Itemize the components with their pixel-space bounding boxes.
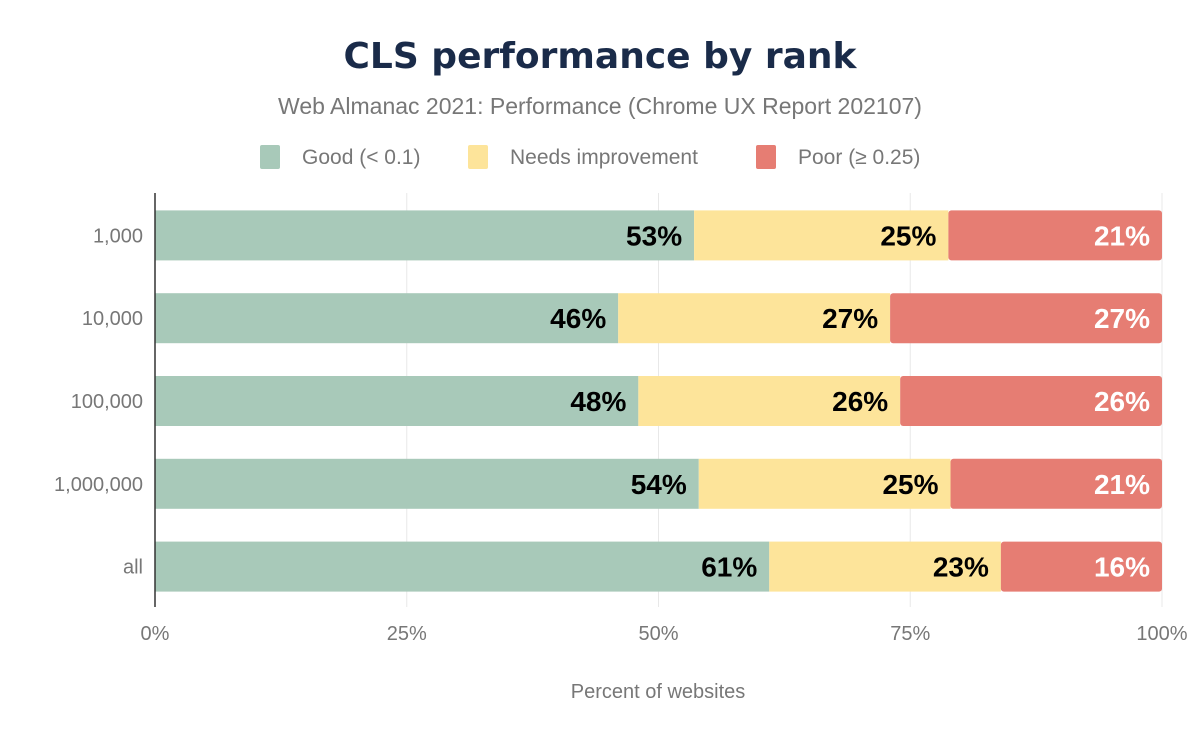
x-tick-label: 50% <box>638 623 678 645</box>
data-label: 25% <box>882 469 938 500</box>
legend-label: Poor (≥ 0.25) <box>798 146 920 169</box>
legend-label: Needs improvement <box>510 146 698 169</box>
data-label: 26% <box>1094 386 1150 417</box>
y-tick-label: all <box>123 557 143 579</box>
data-label: 54% <box>631 469 687 500</box>
chart-title: CLS performance by rank <box>343 36 857 77</box>
data-label: 27% <box>1094 303 1150 334</box>
bars: 53% 25% 21% 46% 27% 27% 48% 26% 26% 54% 25% 21% 61% 2… <box>155 210 1162 592</box>
bar-segment <box>694 210 949 261</box>
x-tick-label: 100% <box>1136 623 1187 645</box>
legend: Good (< 0.1) Needs improvement Poor (≥ 0.2… <box>260 145 920 169</box>
bar-segment <box>155 376 639 426</box>
legend-label: Good (< 0.1) <box>302 146 420 169</box>
x-axis: 0% 25% 50% 75% 100% <box>141 623 1188 645</box>
data-label: 46% <box>550 303 606 334</box>
y-tick-label: 1,000 <box>93 225 143 247</box>
bar-segment <box>900 376 1162 426</box>
bar-segment <box>618 293 891 344</box>
bar-segment <box>155 458 699 509</box>
bar-segment <box>638 376 901 426</box>
data-label: 21% <box>1094 220 1150 251</box>
x-tick-label: 75% <box>890 623 930 645</box>
data-label: 53% <box>626 220 682 251</box>
bar-segment <box>769 541 1001 592</box>
data-label: 27% <box>822 303 878 334</box>
y-tick-label: 10,000 <box>82 308 143 330</box>
bar-segment <box>155 541 770 592</box>
legend-swatch <box>468 145 488 169</box>
bar-segment <box>1000 541 1162 592</box>
data-label: 48% <box>570 386 626 417</box>
legend-swatch <box>260 145 280 169</box>
data-label: 21% <box>1094 469 1150 500</box>
bar-segment <box>948 210 1162 261</box>
bar-segment <box>890 293 1162 344</box>
data-label: 16% <box>1094 552 1150 583</box>
bar-segment <box>698 458 951 509</box>
y-tick-label: 100,000 <box>71 391 143 413</box>
bar-segment <box>155 210 695 261</box>
x-tick-label: 25% <box>387 623 427 645</box>
bar-segment <box>950 458 1162 509</box>
data-label: 23% <box>933 552 989 583</box>
x-tick-label: 0% <box>141 623 170 645</box>
bar-segment <box>155 293 619 344</box>
legend-swatch <box>756 145 776 169</box>
x-axis-label: Percent of websites <box>571 681 746 703</box>
data-label: 25% <box>880 220 936 251</box>
data-label: 26% <box>832 386 888 417</box>
data-label: 61% <box>701 552 757 583</box>
chart-subtitle: Web Almanac 2021: Performance (Chrome UX… <box>278 93 922 119</box>
y-tick-label: 1,000,000 <box>54 474 143 496</box>
y-axis: 1,000 10,000 100,000 1,000,000 all <box>54 193 156 607</box>
